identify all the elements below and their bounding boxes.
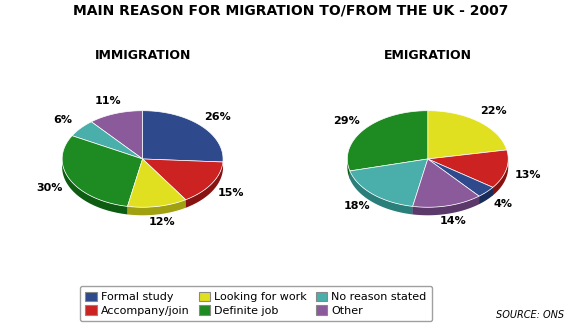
Text: 30%: 30% xyxy=(36,183,63,193)
Text: 29%: 29% xyxy=(333,116,360,126)
Polygon shape xyxy=(186,162,223,208)
Polygon shape xyxy=(91,111,143,159)
Text: MAIN REASON FOR MIGRATION TO/FROM THE UK - 2007: MAIN REASON FOR MIGRATION TO/FROM THE UK… xyxy=(73,3,509,17)
Polygon shape xyxy=(347,159,350,179)
Polygon shape xyxy=(143,159,223,170)
Text: SOURCE: ONS: SOURCE: ONS xyxy=(496,310,565,320)
Polygon shape xyxy=(143,159,186,208)
Polygon shape xyxy=(350,159,428,206)
Polygon shape xyxy=(143,159,223,200)
Title: EMIGRATION: EMIGRATION xyxy=(384,49,472,62)
Polygon shape xyxy=(350,171,413,215)
Polygon shape xyxy=(493,159,508,196)
Polygon shape xyxy=(62,136,143,206)
Polygon shape xyxy=(143,159,223,170)
Polygon shape xyxy=(143,111,223,162)
Text: 6%: 6% xyxy=(54,114,73,125)
Polygon shape xyxy=(72,122,143,159)
Polygon shape xyxy=(428,159,479,204)
Text: 4%: 4% xyxy=(494,199,512,209)
Polygon shape xyxy=(413,196,479,215)
Polygon shape xyxy=(428,159,493,196)
Text: 18%: 18% xyxy=(344,201,371,212)
Polygon shape xyxy=(127,159,186,207)
Polygon shape xyxy=(428,150,508,187)
Polygon shape xyxy=(127,200,186,215)
Polygon shape xyxy=(413,159,428,215)
Polygon shape xyxy=(428,111,507,159)
Text: 11%: 11% xyxy=(94,96,121,106)
Text: 26%: 26% xyxy=(204,112,231,122)
Text: 12%: 12% xyxy=(148,217,175,227)
Polygon shape xyxy=(127,159,143,215)
Polygon shape xyxy=(428,159,493,196)
Polygon shape xyxy=(127,159,143,215)
Polygon shape xyxy=(350,159,428,179)
Polygon shape xyxy=(350,159,428,179)
Polygon shape xyxy=(428,159,493,196)
Legend: Formal study, Accompany/join, Looking for work, Definite job, No reason stated, : Formal study, Accompany/join, Looking fo… xyxy=(80,286,432,321)
Polygon shape xyxy=(428,159,479,204)
Polygon shape xyxy=(413,159,479,207)
Polygon shape xyxy=(413,159,428,215)
Text: 14%: 14% xyxy=(440,216,467,226)
Text: 15%: 15% xyxy=(218,188,244,198)
Text: 22%: 22% xyxy=(480,106,507,116)
Text: 13%: 13% xyxy=(515,170,541,180)
Polygon shape xyxy=(143,159,186,208)
Polygon shape xyxy=(347,111,428,171)
Polygon shape xyxy=(479,187,493,204)
Title: IMMIGRATION: IMMIGRATION xyxy=(94,49,191,62)
Polygon shape xyxy=(62,160,127,215)
